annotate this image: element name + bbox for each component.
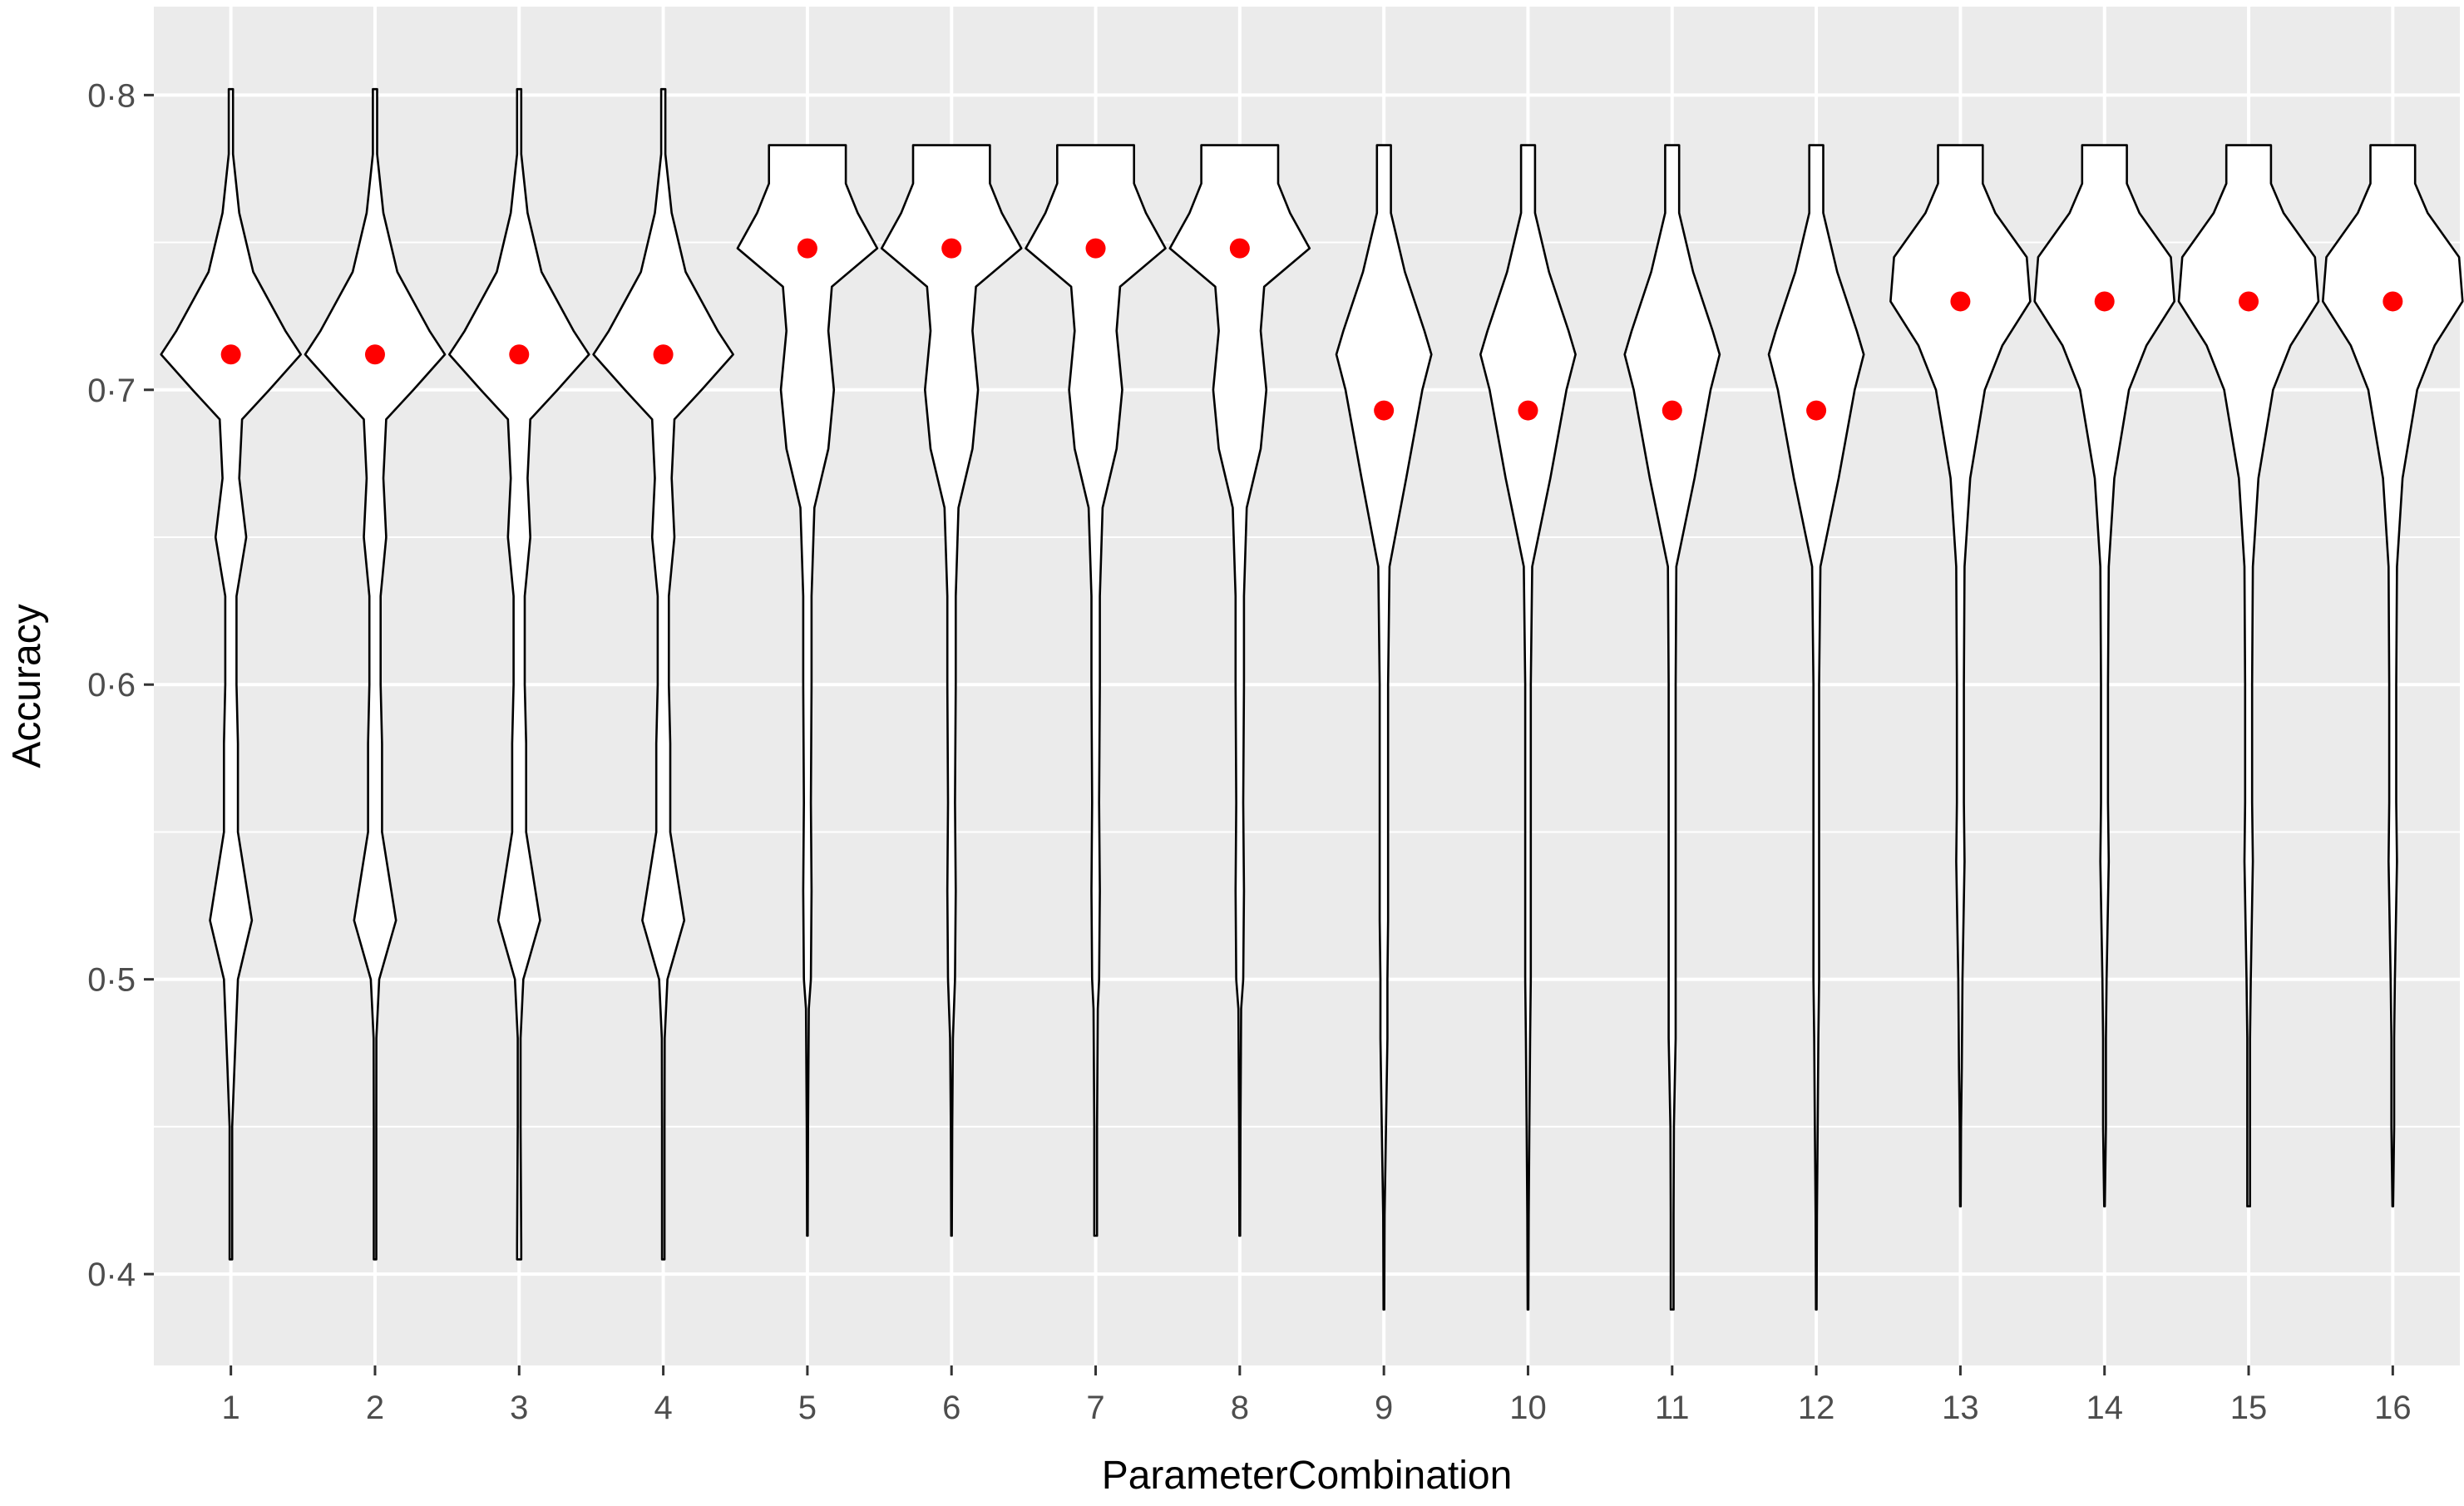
x-tick-label: 5 xyxy=(798,1390,817,1426)
x-tick-label: 14 xyxy=(2086,1390,2123,1426)
violin-11 xyxy=(1623,144,1721,1311)
x-tick-label: 11 xyxy=(1655,1390,1690,1426)
x-tick-label: 10 xyxy=(1509,1390,1547,1426)
x-tick-label: 1 xyxy=(222,1390,240,1426)
x-tick-label: 4 xyxy=(654,1390,672,1426)
x-axis: 1 2 3 4 5 6 7 8 9 10 11 12 13 14 15 16 xyxy=(222,1365,2412,1426)
y-axis: 0·4 0·5 0·6 0·7 0·8 xyxy=(87,77,154,1293)
mean-point-1 xyxy=(220,344,241,365)
mean-point-11 xyxy=(1662,400,1682,421)
x-tick-label: 9 xyxy=(1375,1390,1393,1426)
violin-15 xyxy=(2177,144,2320,1207)
mean-point-13 xyxy=(1950,291,1971,312)
violin-1 xyxy=(160,87,302,1261)
x-tick-label: 8 xyxy=(1231,1390,1249,1426)
mean-point-16 xyxy=(2383,291,2403,312)
violin-3 xyxy=(448,87,590,1261)
violin-5 xyxy=(736,144,879,1237)
violin-9 xyxy=(1335,144,1433,1311)
y-tick-label: 0·8 xyxy=(87,77,136,114)
x-tick-label: 6 xyxy=(942,1390,960,1426)
violin-10 xyxy=(1479,144,1577,1311)
violin-4 xyxy=(592,87,734,1261)
y-tick-label: 0·7 xyxy=(87,373,136,409)
x-tick-label: 12 xyxy=(1798,1390,1835,1426)
mean-point-7 xyxy=(1085,238,1106,259)
mean-points xyxy=(220,238,2403,421)
y-tick-label: 0·4 xyxy=(87,1257,136,1293)
x-tick-label: 3 xyxy=(510,1390,528,1426)
violin-6 xyxy=(880,144,1023,1237)
mean-point-6 xyxy=(941,238,962,259)
x-tick-label: 16 xyxy=(2374,1390,2412,1426)
mean-point-3 xyxy=(509,344,530,365)
x-axis-title: ParameterCombination xyxy=(1102,1454,1513,1498)
violin-14 xyxy=(2033,144,2175,1207)
violin-8 xyxy=(1168,144,1311,1237)
violin-13 xyxy=(1889,144,2032,1207)
mean-point-8 xyxy=(1229,238,1250,259)
y-axis-title: Accuracy xyxy=(5,604,49,768)
mean-point-15 xyxy=(2239,291,2259,312)
mean-point-4 xyxy=(653,344,674,365)
violin-16 xyxy=(2322,144,2464,1207)
violin-12 xyxy=(1767,144,1865,1311)
y-tick-label: 0·6 xyxy=(87,667,136,704)
violin-group xyxy=(160,87,2464,1311)
violin-2 xyxy=(304,87,447,1261)
mean-point-9 xyxy=(1374,400,1395,421)
mean-point-14 xyxy=(2094,291,2115,312)
violin-7 xyxy=(1025,144,1167,1237)
mean-point-10 xyxy=(1518,400,1538,421)
mean-point-12 xyxy=(1806,400,1827,421)
x-tick-label: 15 xyxy=(2230,1390,2268,1426)
mean-point-5 xyxy=(797,238,817,259)
x-tick-label: 13 xyxy=(1942,1390,1979,1426)
x-tick-label: 2 xyxy=(366,1390,384,1426)
mean-point-2 xyxy=(364,344,385,365)
x-tick-label: 7 xyxy=(1086,1390,1104,1426)
y-tick-label: 0·5 xyxy=(87,962,136,999)
